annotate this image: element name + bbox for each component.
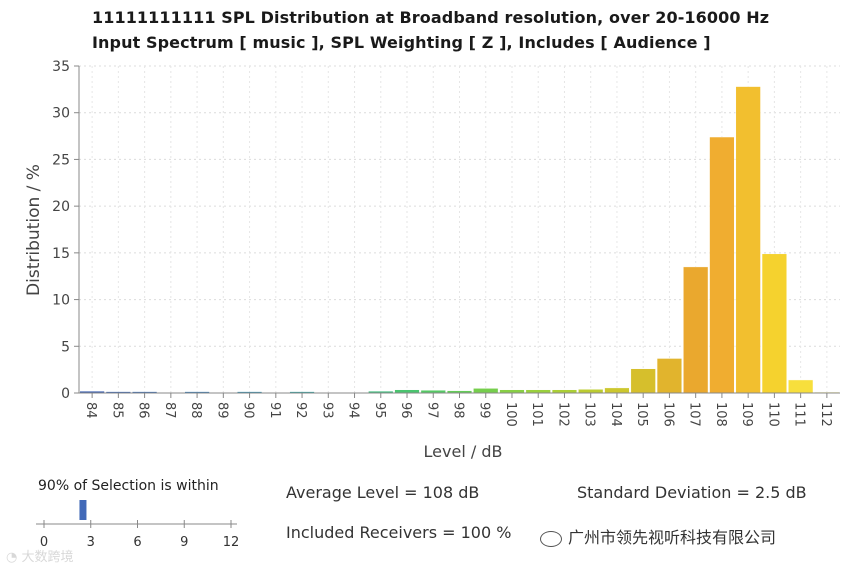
x-tick-label: 110	[765, 402, 780, 427]
x-tick-label: 101	[529, 402, 544, 427]
slider-tick-label: 0	[40, 535, 48, 550]
bar-107	[683, 266, 709, 394]
company-name: 广州市领先视听科技有限公司	[568, 528, 777, 547]
x-tick-label: 94	[346, 402, 361, 419]
y-tick-label: 20	[52, 199, 70, 215]
selection-within-label: 90% of Selection is within	[38, 478, 219, 494]
x-tick-label: 89	[214, 402, 229, 419]
x-tick-label: 111	[792, 402, 807, 427]
slider-tick-label: 6	[133, 535, 141, 550]
x-tick-label: 106	[660, 402, 675, 427]
y-tick-label: 30	[52, 106, 70, 122]
x-tick-label: 87	[162, 402, 177, 419]
x-tick-label: 84	[83, 402, 98, 419]
selection-range-indicator: 0 3 6 9 12	[36, 500, 240, 550]
brand-logo-icon: ◔	[6, 550, 22, 565]
x-tick-label: 90	[241, 402, 256, 419]
x-tick-label: 100	[503, 402, 518, 427]
y-tick-label: 5	[61, 339, 70, 355]
x-tick-label: 108	[713, 402, 728, 427]
chart-title: 11111111111 SPL Distribution at Broadban…	[92, 8, 770, 27]
included-receivers: Included Receivers = 100 %	[286, 523, 512, 542]
slider-tick-label: 12	[223, 535, 240, 550]
grid-lines	[79, 65, 840, 393]
wechat-icon	[540, 530, 562, 547]
x-tick-label: 88	[188, 402, 203, 419]
slider-tick-label: 3	[87, 535, 95, 550]
bar-109	[735, 86, 761, 394]
x-tick-label: 105	[634, 402, 649, 427]
x-tick-label: 112	[818, 402, 833, 427]
x-tick-label: 107	[687, 402, 702, 427]
y-tick-label: 0	[61, 386, 70, 402]
x-tick-label: 92	[293, 402, 308, 419]
x-tick-label: 109	[739, 402, 754, 427]
x-tick-label: 103	[582, 402, 597, 427]
x-tick-label: 104	[608, 402, 623, 427]
faint-watermark: ◔ 大数跨境	[6, 546, 74, 565]
bar-99	[473, 388, 499, 394]
y-tick-label: 35	[52, 59, 70, 75]
bar-106	[656, 358, 683, 394]
axes: 0 5 10 15 20 25 30 35 84 85 86 87 88 89 90 91 92 93 94 95 96…	[52, 59, 840, 427]
bar-111	[788, 379, 814, 394]
x-tick-label: 98	[451, 402, 466, 419]
slider-tick-label: 9	[180, 535, 188, 550]
x-axis-label: Level / dB	[424, 442, 503, 461]
bar-105	[630, 368, 656, 394]
y-axis-label: Distribution / %	[24, 164, 44, 296]
x-tick-label: 97	[424, 402, 439, 419]
y-tick-label: 25	[52, 152, 70, 168]
faint-watermark-text: 大数跨境	[21, 550, 74, 565]
company-watermark: 广州市领先视听科技有限公司	[540, 524, 776, 548]
y-tick-label: 15	[52, 246, 70, 262]
x-tick-label: 96	[398, 402, 413, 419]
bar-110	[761, 253, 788, 394]
x-tick-label: 86	[136, 402, 151, 419]
x-tick-label: 102	[555, 402, 570, 427]
selection-marker	[79, 500, 87, 520]
standard-deviation: Standard Deviation = 2.5 dB	[577, 483, 807, 502]
x-tick-label: 93	[319, 402, 334, 419]
x-tick-label: 85	[109, 402, 124, 419]
x-tick-label: 91	[267, 402, 282, 419]
chart-subtitle: Input Spectrum [ music ], SPL Weighting …	[92, 33, 711, 52]
spl-distribution-chart: 0 5 10 15 20 25 30 35 84 85 86 87 88 89 90 91 92 93 94 95 96…	[24, 59, 840, 461]
y-tick-label: 10	[52, 293, 70, 309]
bar-104	[604, 387, 630, 394]
x-tick-label: 99	[477, 402, 492, 419]
x-tick-label: 95	[372, 402, 387, 419]
average-level: Average Level = 108 dB	[286, 483, 480, 502]
bar-108	[709, 136, 735, 394]
bar-103	[578, 389, 604, 394]
